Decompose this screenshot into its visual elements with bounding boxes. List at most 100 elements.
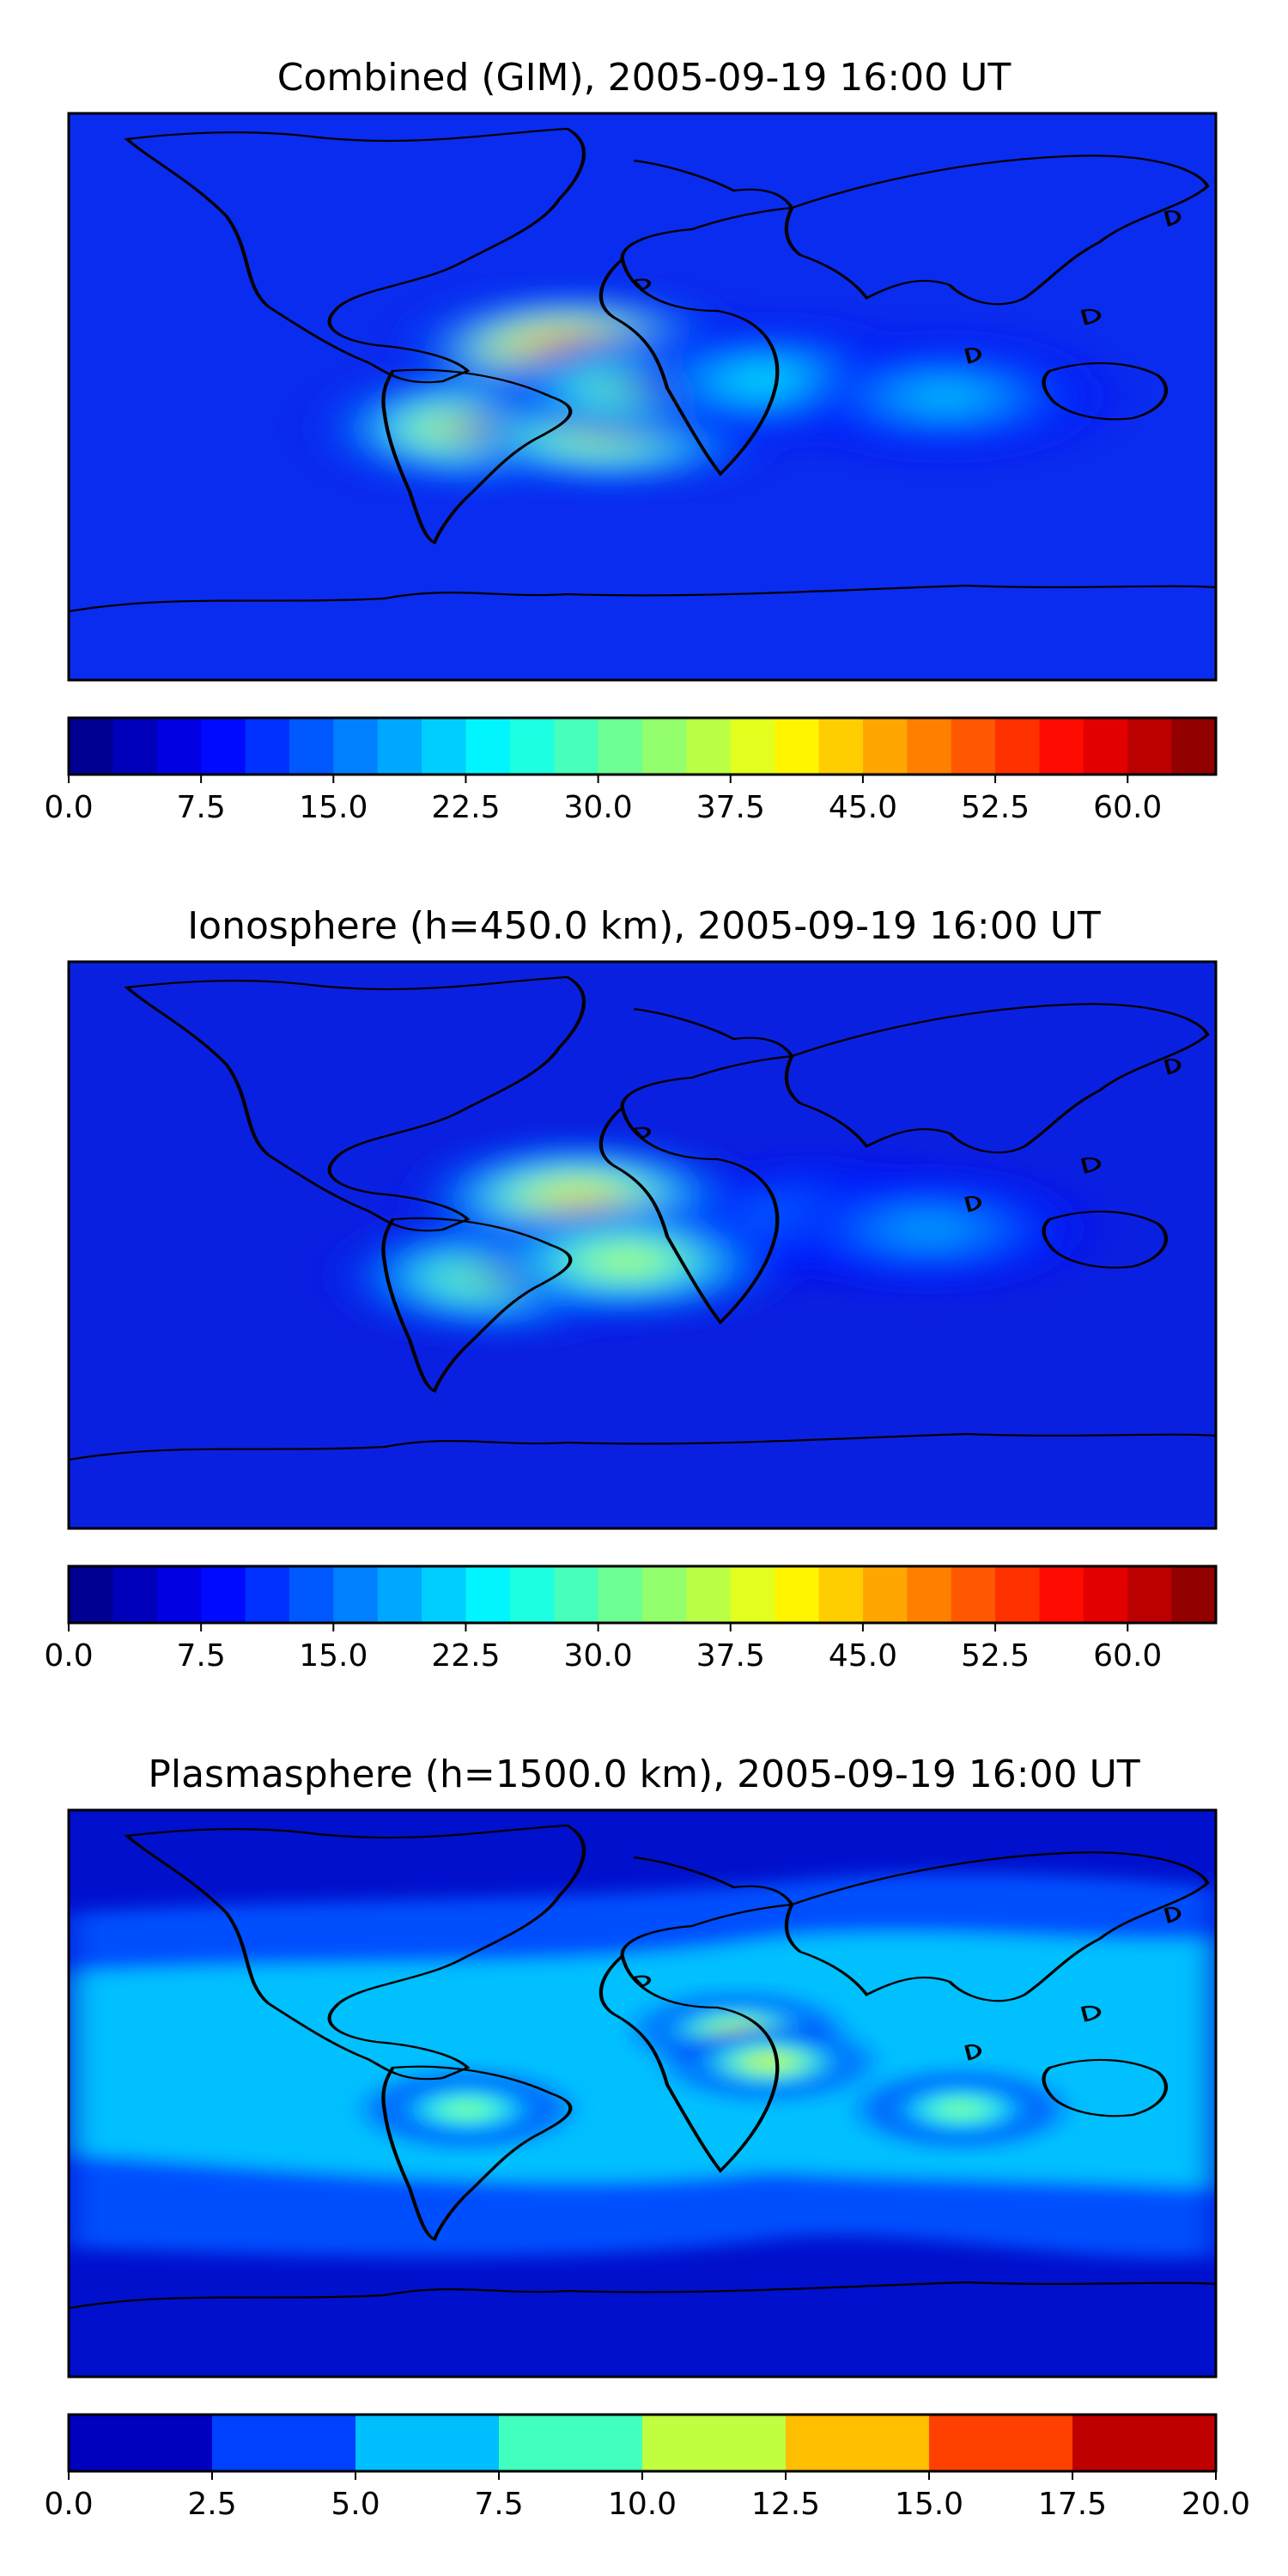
colorbar-tick-label: 30.0 [564,790,633,825]
tec-hotspot-combined [747,372,793,390]
tec-hotspot-ionosphere [556,1189,601,1206]
colorbar-tick-label: 0.0 [44,790,93,825]
colorbar-swatch [289,1566,334,1623]
colorbar-swatch [156,1566,202,1623]
colorbar-tick-label: 22.5 [431,790,500,825]
colorbar-swatch [289,718,334,775]
colorbar-swatch [686,1566,732,1623]
colorbar-tick-label: 5.0 [331,2487,380,2522]
colorbar-tick-label: 15.0 [299,1638,368,1674]
colorbar-swatch [775,718,820,775]
colorbar-tick-label: 30.0 [564,1638,633,1674]
colorbar-tick-label: 0.0 [44,2487,93,2522]
colorbar-frame-ionosphere [67,1564,1218,1625]
colorbar-tick-label: 22.5 [431,1638,500,1674]
map-frame-combined [67,112,1218,682]
tec-hotspot-ionosphere [604,1252,649,1270]
colorbar-tick-label: 15.0 [299,790,368,825]
colorbar-swatch [422,1566,467,1623]
colorbar-swatch [929,2415,1073,2471]
colorbar-tick-label: 37.5 [696,1638,765,1674]
colorbar-swatch [377,718,422,775]
colorbar-swatch [1127,1566,1173,1623]
colorbar-swatch [775,1566,820,1623]
colorbar-frame-combined [67,716,1218,776]
colorbar-tick-label: 37.5 [696,790,765,825]
colorbar-swatch [156,718,202,775]
colorbar-swatch [1127,718,1173,775]
colorbar-swatch [465,1566,511,1623]
colorbar-swatch [951,1566,996,1623]
tec-hotspot-plasmasphere [756,2057,784,2068]
colorbar-swatch [907,718,952,775]
panel-combined: Combined (GIM), 2005-09-19 16:00 UT 0.0 7… [44,56,1218,825]
heatmap-plasmasphere [69,1810,1216,2377]
colorbar-swatch [598,718,643,775]
colorbar-tick-label: 60.0 [1093,1638,1162,1674]
colorbar-combined: 0.0 7.5 15.0 22.5 30.0 37.5 45.0 52.5 60.0 [44,716,1218,825]
plasmasphere-bands [69,1873,1216,2258]
colorbar-swatch [1039,1566,1084,1623]
colorbar-swatch [686,718,732,775]
colorbar-swatch [245,1566,290,1623]
colorbar-swatch [642,1566,687,1623]
colorbar-swatch [995,718,1041,775]
tec-hotspot-ionosphere [906,1220,952,1238]
colorbar-swatch [69,718,113,775]
colorbar-swatch [818,718,864,775]
colorbar-swatch [642,718,687,775]
colorbar-swatch [112,1566,158,1623]
panel-title-combined: Combined (GIM), 2005-09-19 16:00 UT [277,56,1012,100]
colorbar-swatch [862,718,908,775]
map-ionosphere [67,960,1218,1530]
colorbar-tick-label: 12.5 [751,2487,820,2522]
map-frame-ionosphere [67,960,1218,1530]
colorbar-swatch [509,718,555,775]
map-plasmasphere [67,1808,1218,2379]
colorbar-swatch [333,1566,379,1623]
colorbar-swatch [786,2415,930,2471]
map-combined [67,112,1218,682]
colorbar-swatch [818,1566,864,1623]
heatmap-combined [69,113,1216,680]
colorbar-swatch [465,718,511,775]
colorbar-swatch [907,1566,952,1623]
colorbar-swatch [69,2415,213,2471]
colorbar-swatch [642,2415,787,2471]
colorbar-swatch [1072,2415,1217,2471]
colorbar-swatch [509,1566,555,1623]
panel-ionosphere: Ionosphere (h=450.0 km), 2005-09-19 16:0… [44,904,1218,1674]
colorbar-tick-label: 7.5 [177,1638,226,1674]
colorbar-swatch [355,2415,500,2471]
colorbar-swatch [422,718,467,775]
colorbar-swatch [201,1566,246,1623]
colorbar-tick-label: 52.5 [961,1638,1030,1674]
panel-title-ionosphere: Ionosphere (h=450.0 km), 2005-09-19 16:0… [187,904,1101,948]
tec-hotspot-plasmasphere [947,2104,975,2115]
colorbar-swatch [730,1566,775,1623]
colorbar-swatch [1039,718,1084,775]
colorbar-tick-label: 20.0 [1182,2487,1250,2522]
colorbar-tick-label: 7.5 [474,2487,523,2522]
colorbar-swatch [112,718,158,775]
colorbar-tick-label: 45.0 [829,1638,897,1674]
map-frame-plasmasphere [67,1808,1218,2379]
colorbar-swatch [212,2415,356,2471]
colorbar-tick-label: 52.5 [961,790,1030,825]
colorbar-swatch [730,718,775,775]
colorbar-swatch [995,1566,1041,1623]
colorbar-swatch [201,718,246,775]
colorbar-tick-label: 15.0 [895,2487,963,2522]
colorbar-swatch [554,1566,599,1623]
colorbar-swatch [951,718,996,775]
colorbar-swatch [333,718,379,775]
colorbar-swatch [499,2415,643,2471]
colorbar-tick-label: 60.0 [1093,790,1162,825]
colorbar-swatch [862,1566,908,1623]
colorbar-swatch [1083,718,1128,775]
panel-plasmasphere: Plasmasphere (h=1500.0 km), 2005-09-19 1… [44,1753,1250,2522]
colorbar-swatch [1083,1566,1128,1623]
colorbar-tick-label: 10.0 [608,2487,677,2522]
colorbar-plasmasphere: 0.0 2.5 5.0 7.5 10.0 12.5 15.0 17.5 20.0 [44,2413,1250,2522]
